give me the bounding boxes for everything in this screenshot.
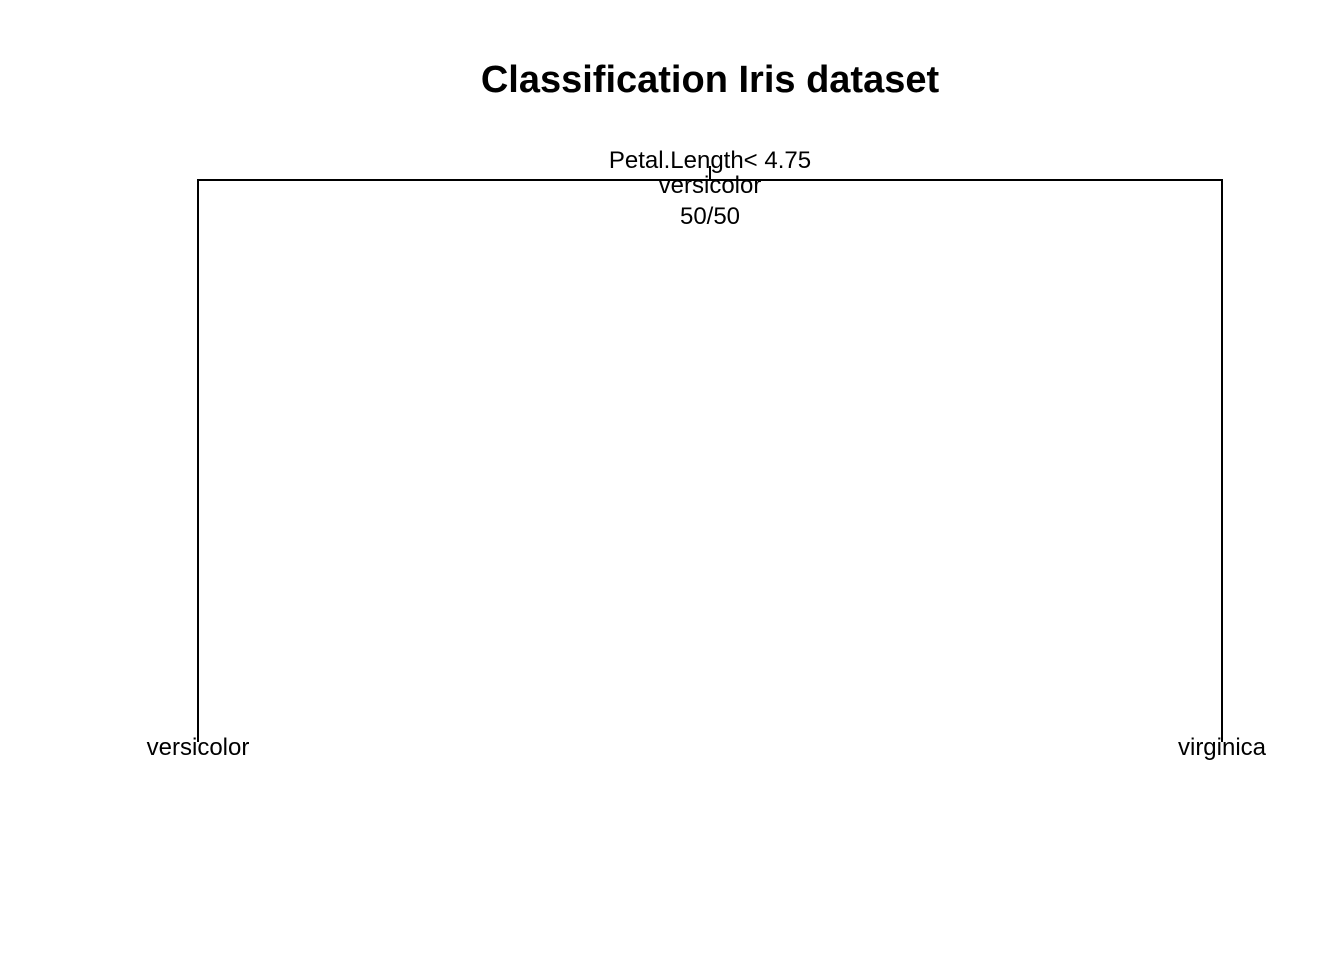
plot-title: Classification Iris dataset	[480, 59, 940, 101]
tree-branches	[197, 166, 1223, 742]
root-class-label: versicolor	[659, 172, 762, 199]
right-branch	[710, 179, 1223, 742]
leaf-right-label: virginica	[1178, 734, 1267, 761]
leaf-left-label: versicolor	[147, 734, 250, 761]
root-split-label: Petal.Length< 4.75	[609, 147, 811, 174]
left-branch	[197, 179, 710, 742]
root-counts-label: 50/50	[680, 203, 740, 230]
